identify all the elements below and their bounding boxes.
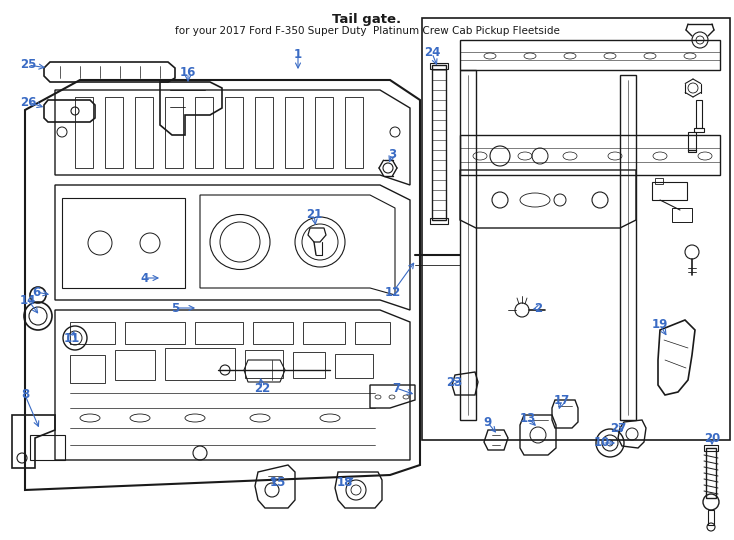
Bar	[672, 208, 692, 222]
Text: 23: 23	[446, 375, 462, 388]
Text: 22: 22	[254, 381, 270, 395]
Text: 14: 14	[20, 294, 36, 307]
Bar	[706, 448, 716, 498]
Text: 18: 18	[337, 476, 353, 489]
Text: 21: 21	[306, 208, 322, 221]
Bar	[30, 435, 65, 460]
Text: 25: 25	[20, 58, 36, 71]
Text: Tail gate.: Tail gate.	[333, 13, 401, 26]
Text: 26: 26	[20, 96, 36, 109]
Text: 20: 20	[704, 431, 720, 444]
Bar	[430, 63, 448, 69]
Text: for your 2017 Ford F-350 Super Duty  Platinum Crew Cab Pickup Fleetside: for your 2017 Ford F-350 Super Duty Plat…	[175, 26, 559, 36]
Bar	[430, 218, 448, 224]
Bar	[696, 100, 702, 128]
Bar	[688, 132, 696, 152]
Bar	[704, 445, 718, 451]
Text: 13: 13	[520, 411, 536, 424]
Text: 11: 11	[64, 332, 80, 345]
Bar	[655, 178, 663, 184]
Text: 16: 16	[180, 66, 196, 79]
Text: 9: 9	[484, 416, 492, 429]
Bar	[652, 182, 687, 200]
Text: 15: 15	[270, 476, 286, 489]
Bar	[708, 510, 714, 525]
Text: 27: 27	[610, 422, 626, 435]
Text: 24: 24	[424, 46, 440, 59]
Text: 1: 1	[294, 49, 302, 62]
Text: 10: 10	[594, 436, 610, 449]
Bar	[432, 65, 446, 220]
Text: 5: 5	[171, 301, 179, 314]
Text: 6: 6	[32, 286, 40, 299]
Bar	[422, 18, 730, 440]
Text: 2: 2	[534, 301, 542, 314]
Bar	[694, 128, 704, 132]
Text: 17: 17	[554, 394, 570, 407]
Text: 8: 8	[21, 388, 29, 402]
Text: 12: 12	[385, 286, 401, 299]
Text: 4: 4	[141, 272, 149, 285]
Text: 3: 3	[388, 148, 396, 161]
Text: 7: 7	[392, 381, 400, 395]
Text: 19: 19	[652, 319, 668, 332]
